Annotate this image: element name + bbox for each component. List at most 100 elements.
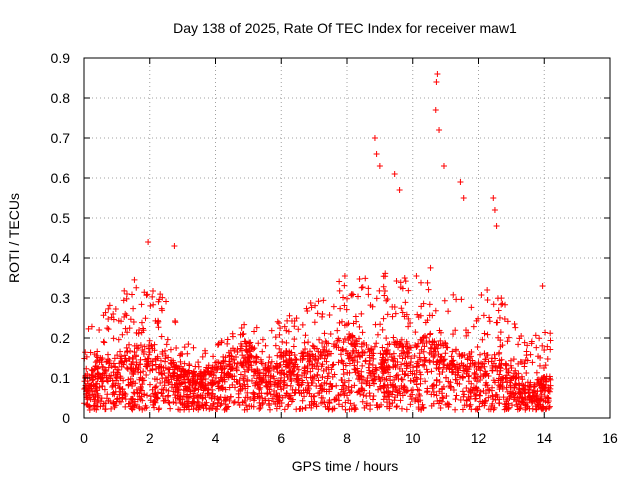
data-point <box>397 279 404 286</box>
data-point <box>482 368 489 375</box>
data-point <box>512 324 519 331</box>
data-point <box>345 337 352 344</box>
data-point <box>343 306 350 313</box>
data-point <box>421 343 428 350</box>
data-point <box>121 352 128 359</box>
data-point <box>137 396 144 403</box>
data-point <box>379 326 386 333</box>
data-point <box>547 376 554 383</box>
data-point <box>117 348 124 355</box>
data-point <box>262 342 269 349</box>
data-point <box>296 382 303 389</box>
data-point <box>137 374 144 381</box>
data-point <box>155 406 162 413</box>
data-point <box>356 388 363 395</box>
data-point <box>175 406 182 413</box>
data-point <box>147 381 154 388</box>
data-point <box>288 372 295 379</box>
data-point <box>94 376 101 383</box>
data-point <box>398 361 405 368</box>
data-point <box>359 329 366 336</box>
data-point <box>384 366 391 373</box>
data-point <box>115 317 122 324</box>
data-point <box>365 285 372 292</box>
data-point <box>202 394 209 401</box>
data-point <box>422 378 429 385</box>
data-point <box>289 386 296 393</box>
data-point <box>287 369 294 376</box>
data-point <box>88 323 95 330</box>
data-point <box>301 339 308 346</box>
data-point <box>162 374 169 381</box>
data-point <box>206 370 213 377</box>
data-point <box>436 388 443 395</box>
data-point <box>221 394 228 401</box>
data-point <box>523 352 530 359</box>
data-point <box>147 393 154 400</box>
data-point <box>472 371 479 378</box>
data-point <box>537 397 544 404</box>
data-point <box>399 285 406 292</box>
data-point <box>546 403 553 410</box>
data-point <box>420 334 427 341</box>
data-point <box>229 345 236 352</box>
data-point <box>123 312 130 319</box>
data-point <box>474 374 481 381</box>
data-point <box>405 345 412 352</box>
data-point <box>325 370 332 377</box>
data-point <box>411 371 418 378</box>
data-point <box>372 366 379 373</box>
data-point <box>376 163 383 169</box>
data-point <box>473 395 480 402</box>
data-point <box>94 364 101 371</box>
data-point <box>190 393 197 400</box>
y-tick-label: 0.9 <box>51 50 71 66</box>
data-point <box>157 380 164 387</box>
data-point <box>185 341 192 348</box>
data-point <box>325 406 332 413</box>
data-point <box>130 305 137 312</box>
data-point <box>441 297 448 304</box>
data-point <box>407 320 414 327</box>
data-point <box>141 343 148 350</box>
data-point <box>402 278 409 285</box>
data-point <box>141 289 148 296</box>
data-point <box>480 312 487 319</box>
data-point <box>521 363 528 370</box>
data-point <box>256 394 263 401</box>
data-point <box>338 386 345 393</box>
data-point <box>139 381 146 388</box>
data-point <box>159 294 166 301</box>
data-point <box>320 348 327 355</box>
data-point <box>268 358 275 365</box>
data-point <box>411 352 418 359</box>
data-point <box>163 341 170 348</box>
data-point <box>244 356 251 363</box>
data-point <box>305 385 312 392</box>
data-point <box>474 406 481 413</box>
data-point <box>164 393 171 400</box>
data-point <box>220 397 227 404</box>
data-point <box>272 381 279 388</box>
data-point <box>282 392 289 399</box>
data-point <box>392 339 399 346</box>
data-point <box>120 297 127 304</box>
data-point <box>232 384 239 391</box>
data-point <box>268 327 275 334</box>
data-point <box>450 368 457 375</box>
data-point <box>452 347 459 354</box>
data-point <box>173 399 180 406</box>
data-point <box>401 384 408 391</box>
data-point <box>102 406 109 413</box>
data-point <box>269 395 276 402</box>
data-point <box>477 398 483 405</box>
data-point <box>256 405 263 412</box>
data-point <box>432 345 439 352</box>
data-point <box>290 343 297 350</box>
data-point <box>364 377 371 384</box>
data-point <box>130 365 137 372</box>
data-point <box>390 350 397 357</box>
data-point <box>229 365 236 372</box>
data-point <box>93 387 100 394</box>
data-point <box>273 405 280 412</box>
